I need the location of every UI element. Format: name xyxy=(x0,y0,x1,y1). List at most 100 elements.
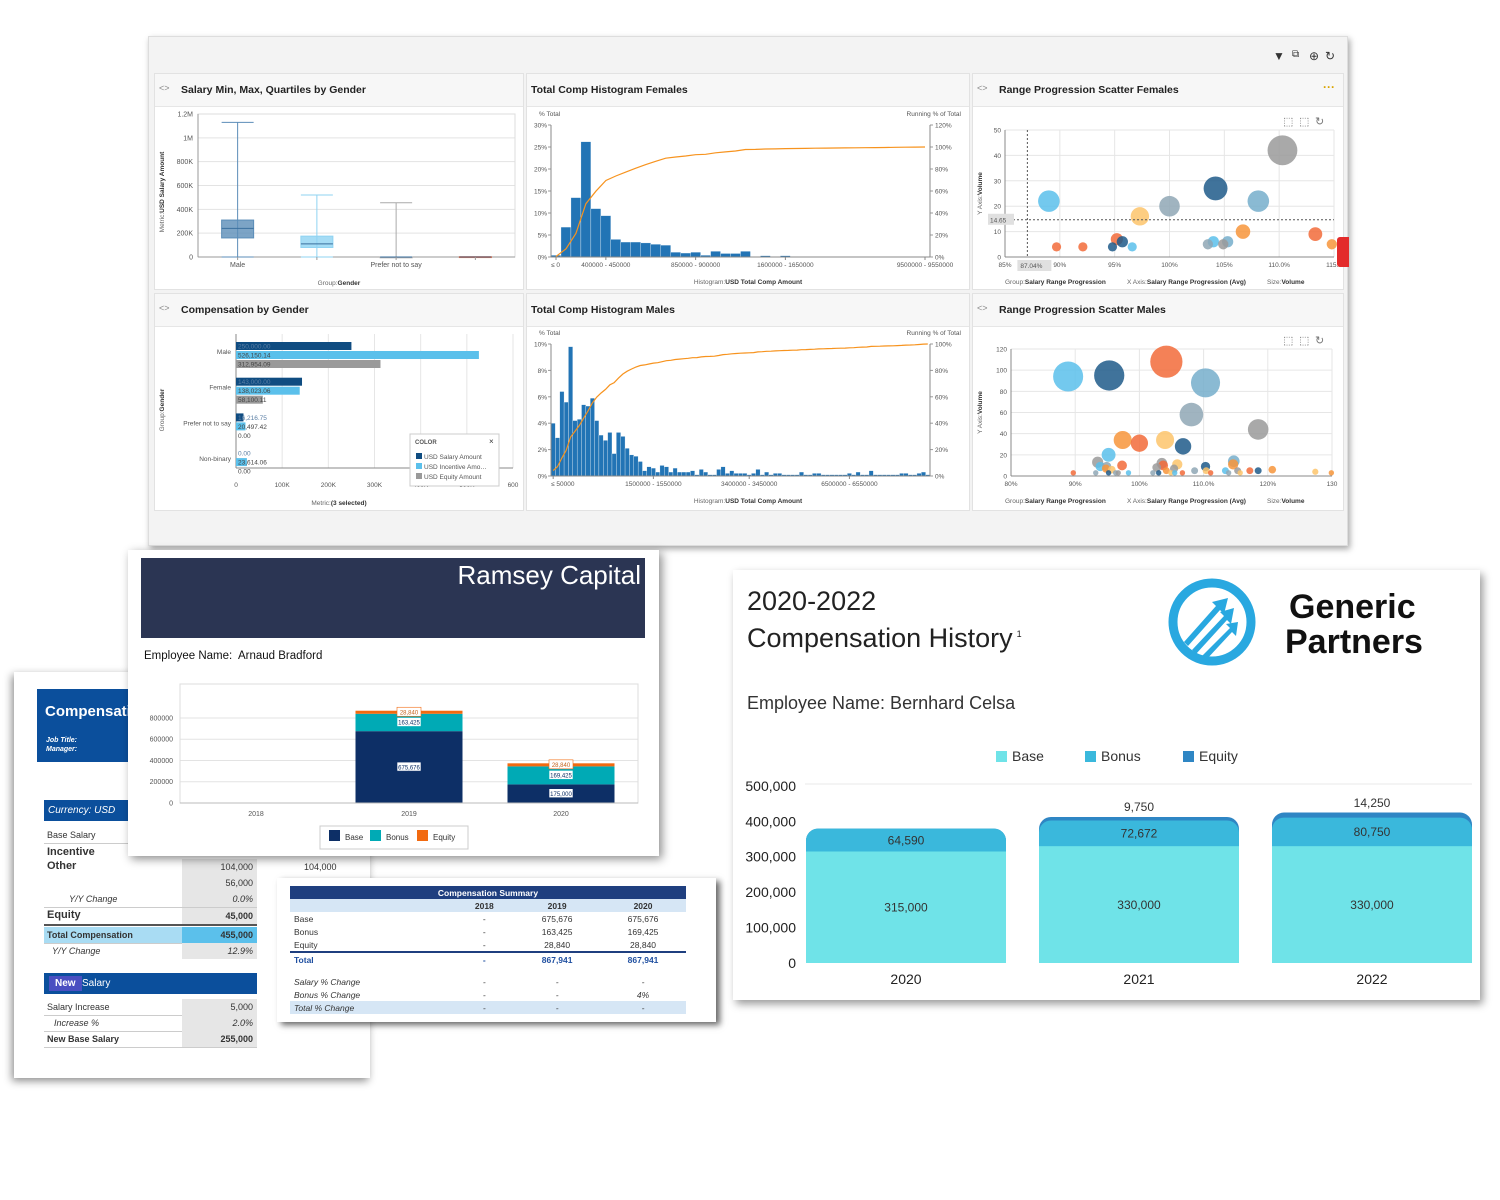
histogram-bar[interactable] xyxy=(921,471,926,477)
histogram-bar[interactable] xyxy=(590,208,602,258)
crop-reset-icon[interactable]: ⬚ xyxy=(1299,116,1309,128)
histogram-bar[interactable] xyxy=(799,471,804,477)
histogram-bar[interactable] xyxy=(568,346,573,477)
histogram-bar[interactable] xyxy=(690,252,701,258)
scatter-point[interactable] xyxy=(1127,242,1137,252)
close-icon[interactable]: × xyxy=(489,437,494,446)
scatter-point[interactable] xyxy=(1101,447,1116,462)
scatter-point[interactable] xyxy=(1116,236,1128,248)
expand-arrows-icon[interactable]: <> xyxy=(159,303,170,313)
histogram-bar[interactable] xyxy=(633,456,639,477)
histogram-bar[interactable] xyxy=(646,466,652,477)
scatter-point[interactable] xyxy=(1117,460,1127,471)
histogram-bar[interactable] xyxy=(690,470,695,477)
histogram-bar[interactable] xyxy=(590,397,595,477)
bar-segment-base[interactable] xyxy=(1039,846,1239,963)
scatter-point[interactable] xyxy=(1237,470,1243,476)
histogram-bar[interactable] xyxy=(660,244,671,258)
scatter-point[interactable] xyxy=(1268,465,1277,474)
scatter-point[interactable] xyxy=(1115,470,1121,476)
scatter-point[interactable] xyxy=(1174,438,1192,455)
histogram-bar[interactable] xyxy=(740,251,751,258)
scatter-point[interactable] xyxy=(1235,224,1251,239)
histogram-bar[interactable] xyxy=(637,461,643,477)
histogram-bar[interactable] xyxy=(720,466,726,477)
histogram-bar[interactable] xyxy=(668,471,674,477)
histogram-bar[interactable] xyxy=(642,470,647,477)
histogram-bar[interactable] xyxy=(868,470,874,477)
scatter-point[interactable] xyxy=(1179,470,1186,476)
histogram-bar[interactable] xyxy=(703,471,708,477)
reset-zoom-icon[interactable]: ↻ xyxy=(1315,116,1324,128)
histogram-bar[interactable] xyxy=(659,465,665,477)
expand-arrows-icon[interactable]: <> xyxy=(159,83,170,93)
scatter-point[interactable] xyxy=(1207,470,1214,476)
bar-segment-base[interactable] xyxy=(1272,846,1472,963)
histogram-bar[interactable] xyxy=(664,466,669,477)
histogram-bar[interactable] xyxy=(685,471,691,477)
histogram-bar[interactable] xyxy=(730,253,741,258)
scatter-point[interactable] xyxy=(1150,470,1156,476)
histogram-bar[interactable] xyxy=(570,197,582,258)
refresh-icon[interactable]: ↻ xyxy=(1325,49,1336,63)
reset-zoom-icon[interactable]: ↻ xyxy=(1315,335,1324,347)
bar[interactable] xyxy=(236,342,352,350)
download-icon[interactable]: ⊕ xyxy=(1309,49,1320,63)
scatter-point[interactable] xyxy=(1191,467,1199,475)
bar[interactable] xyxy=(236,413,244,422)
scatter-point[interactable] xyxy=(1107,242,1118,252)
histogram-bar[interactable] xyxy=(677,471,682,477)
histogram-bar[interactable] xyxy=(598,434,604,477)
filter-icon[interactable]: ▼ xyxy=(1273,49,1285,63)
scatter-point[interactable] xyxy=(1152,463,1162,472)
scatter-point[interactable] xyxy=(1159,195,1180,217)
box[interactable] xyxy=(221,219,255,239)
scatter-point[interactable] xyxy=(1247,190,1270,212)
histogram-bar[interactable] xyxy=(651,467,656,477)
histogram-bar[interactable] xyxy=(563,401,569,477)
scatter-point[interactable] xyxy=(1218,239,1229,250)
scatter-point[interactable] xyxy=(1093,470,1099,476)
histogram-bar[interactable] xyxy=(585,405,591,477)
scatter-point[interactable] xyxy=(1070,470,1076,476)
more-options-icon[interactable]: ··· xyxy=(1323,80,1335,94)
scatter-point[interactable] xyxy=(1130,207,1150,226)
bar-segment-base[interactable] xyxy=(806,851,1006,963)
histogram-bar[interactable] xyxy=(698,469,704,477)
bar[interactable] xyxy=(236,377,303,386)
scatter-point[interactable] xyxy=(1105,470,1112,476)
histogram-bar[interactable] xyxy=(603,440,608,477)
notification-tab[interactable] xyxy=(1337,237,1349,267)
scatter-point[interactable] xyxy=(1254,467,1262,475)
hierarchy-icon[interactable]: ⧉ xyxy=(1292,49,1300,60)
box[interactable] xyxy=(300,235,334,248)
histogram-bar[interactable] xyxy=(720,253,731,258)
scatter-point[interactable] xyxy=(1326,239,1337,250)
crop-icon[interactable]: ⬚ xyxy=(1283,335,1293,347)
histogram-bar[interactable] xyxy=(550,423,556,477)
histogram-bar[interactable] xyxy=(716,469,722,477)
scatter-point[interactable] xyxy=(1051,242,1062,252)
crop-icon[interactable]: ⬚ xyxy=(1283,116,1293,128)
histogram-bar[interactable] xyxy=(681,471,687,477)
scatter-point[interactable] xyxy=(1203,176,1228,201)
histogram-bar[interactable] xyxy=(672,467,678,477)
histogram-bar[interactable] xyxy=(729,470,735,477)
histogram-bar[interactable] xyxy=(670,252,681,258)
histogram-bar[interactable] xyxy=(616,432,621,477)
scatter-point[interactable] xyxy=(1150,345,1183,378)
histogram-bar[interactable] xyxy=(560,226,572,258)
histogram-bar[interactable] xyxy=(640,242,651,258)
scatter-point[interactable] xyxy=(1094,360,1125,391)
scatter-point[interactable] xyxy=(1113,430,1132,450)
histogram-bar[interactable] xyxy=(650,244,661,258)
bar[interactable] xyxy=(236,395,263,404)
scatter-point[interactable] xyxy=(1308,227,1323,242)
histogram-bar[interactable] xyxy=(610,239,621,258)
bar[interactable] xyxy=(236,386,300,395)
expand-arrows-icon[interactable]: <> xyxy=(977,83,988,93)
scatter-point[interactable] xyxy=(1168,470,1174,476)
histogram-bar[interactable] xyxy=(559,391,565,477)
scatter-point[interactable] xyxy=(1202,467,1210,475)
bar[interactable] xyxy=(236,360,381,368)
